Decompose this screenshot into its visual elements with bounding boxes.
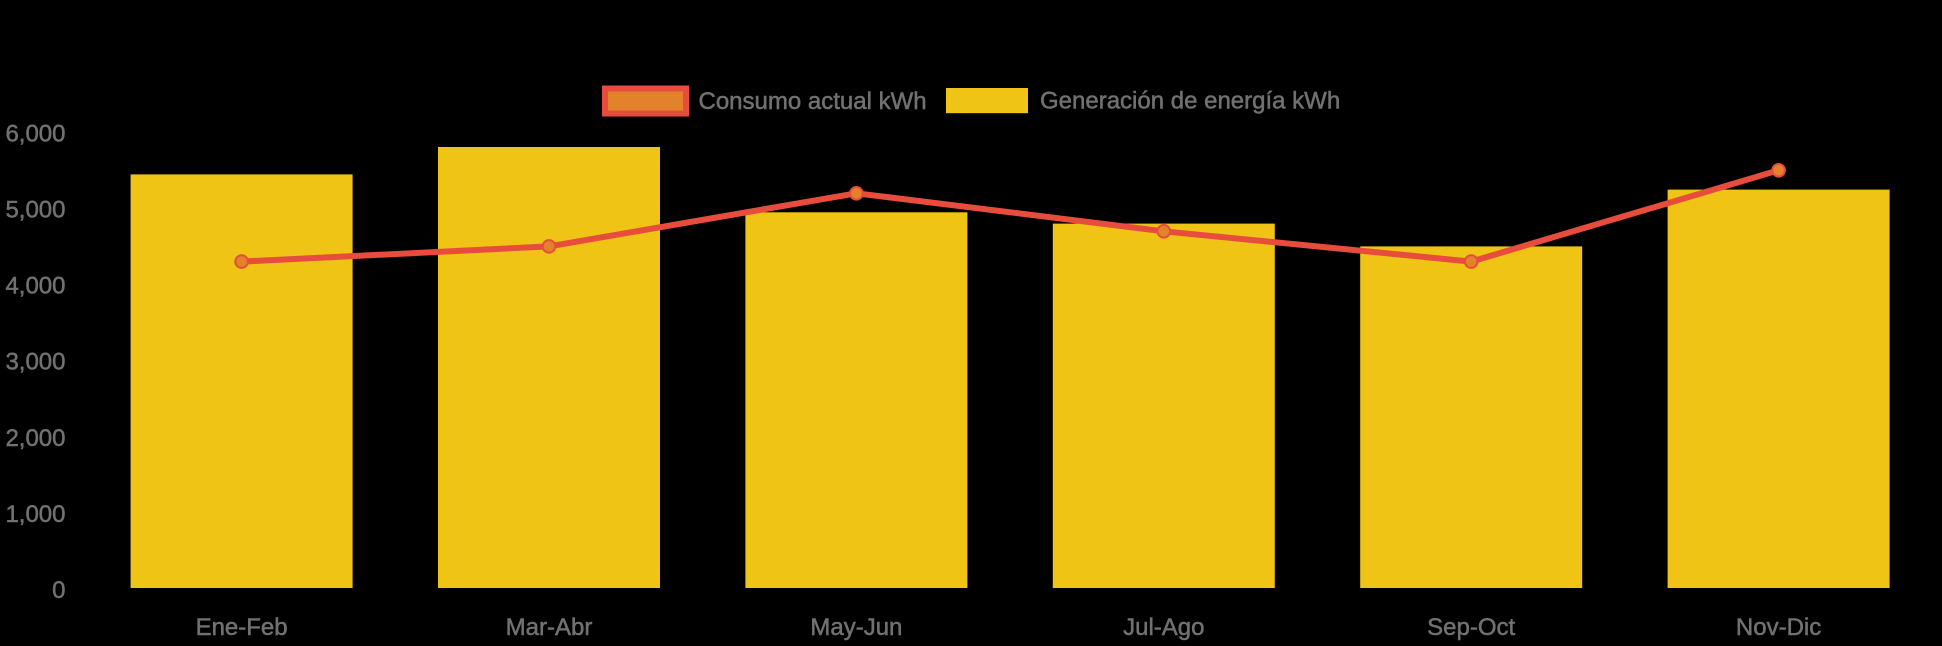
svg-text:6,000: 6,000 — [5, 120, 65, 147]
svg-text:Jul-Ago: Jul-Ago — [1123, 614, 1204, 641]
svg-text:0: 0 — [52, 577, 65, 604]
svg-text:5,000: 5,000 — [5, 197, 65, 224]
svg-text:Ene-Feb: Ene-Feb — [196, 614, 288, 641]
svg-text:Sep-Oct: Sep-Oct — [1427, 614, 1515, 641]
svg-text:Generación de energía kWh: Generación de energía kWh — [1040, 88, 1340, 115]
svg-text:3,000: 3,000 — [5, 349, 65, 376]
svg-text:2,000: 2,000 — [5, 425, 65, 452]
svg-text:Mar-Abr: Mar-Abr — [506, 614, 593, 641]
svg-text:Nov-Dic: Nov-Dic — [1736, 614, 1821, 641]
svg-text:Consumo actual kWh: Consumo actual kWh — [699, 88, 927, 115]
svg-text:4,000: 4,000 — [5, 273, 65, 300]
svg-text:1,000: 1,000 — [5, 501, 65, 528]
svg-text:May-Jun: May-Jun — [810, 614, 902, 641]
